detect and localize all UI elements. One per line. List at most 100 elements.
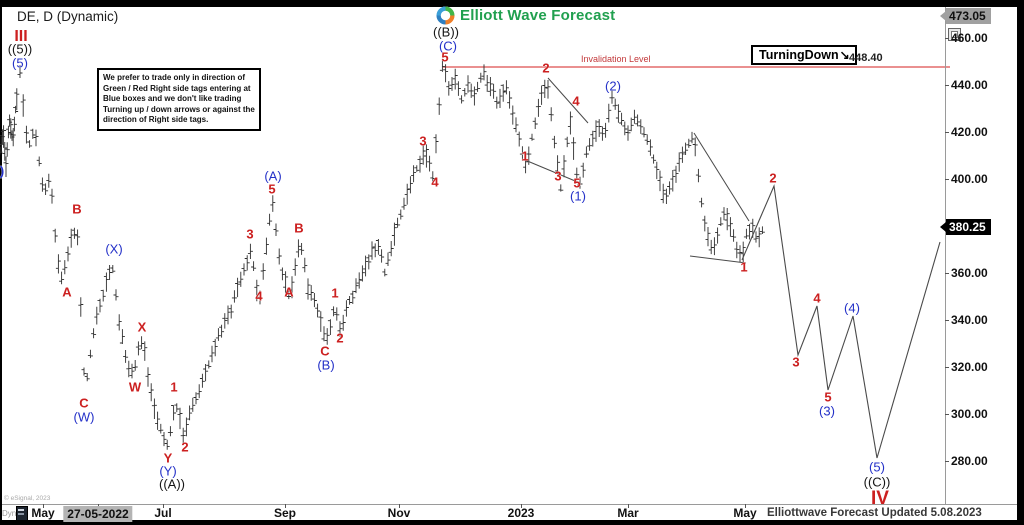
time-tick-label: May xyxy=(733,506,757,520)
wave-label: W xyxy=(129,379,142,394)
wave-label: 5 xyxy=(268,181,275,196)
wave-label: 5 xyxy=(824,389,831,404)
price-tick-mark xyxy=(945,461,949,462)
wave-label: 1 xyxy=(170,379,177,394)
wave-label: 2 xyxy=(181,439,188,454)
tag-arrow-icon xyxy=(940,222,946,232)
turning-down-arrow-icon: ↘ xyxy=(839,48,850,62)
wave-label: ((B)) xyxy=(433,24,459,39)
symbol-title: DE, D (Dynamic) xyxy=(17,9,119,24)
wave-label: C xyxy=(320,343,330,358)
current-price-tag: 380.25 xyxy=(940,219,991,235)
price-tick-mark xyxy=(945,179,949,180)
wave-label: B xyxy=(72,201,81,216)
time-tick-label: 2023 xyxy=(507,506,535,520)
price-tick-mark xyxy=(945,320,949,321)
time-tick-mark xyxy=(285,504,286,508)
wave-label: 3 xyxy=(246,226,253,241)
turning-down-label: TurningDown xyxy=(759,48,839,62)
tag-arrow-icon xyxy=(940,11,946,21)
wave-label: ((C)) xyxy=(864,474,891,489)
time-tick-label: Nov xyxy=(387,506,411,520)
price-tick-mark xyxy=(945,367,949,368)
interval-label: Dyn xyxy=(2,509,17,518)
wave-label: (A) xyxy=(264,168,281,183)
time-axis-divider xyxy=(2,504,1017,505)
invalidation-price: 448.40 xyxy=(849,52,883,64)
wave-label: 4 xyxy=(431,174,439,189)
forecast-path xyxy=(741,183,941,459)
wave-label: (Y) xyxy=(159,463,176,478)
wave-label: ) xyxy=(0,163,4,178)
esignal-watermark: © eSignal, 2023 xyxy=(4,495,51,502)
trendline xyxy=(524,159,581,184)
invalidation-level-label: Invalidation Level xyxy=(581,54,651,64)
price-tick-label: 300.00 xyxy=(951,407,988,421)
price-tick-label: 360.00 xyxy=(951,266,988,280)
elliott-wave-forecast-logo: Elliott Wave Forecast xyxy=(436,6,615,25)
wave-label: (X) xyxy=(105,241,122,256)
wave-label: A xyxy=(62,284,72,299)
time-tick-label: Mar xyxy=(617,506,639,520)
wave-label: (B) xyxy=(317,357,334,372)
price-tick-label: 400.00 xyxy=(951,172,988,186)
wave-label: (1) xyxy=(570,188,586,203)
wave-label: 2 xyxy=(769,170,776,185)
trendline xyxy=(689,255,747,264)
price-tick-mark xyxy=(945,132,949,133)
wave-label: (4) xyxy=(844,300,860,315)
wave-label: 5 xyxy=(441,49,448,64)
price-tick-label: 340.00 xyxy=(951,313,988,327)
trading-note-box: We prefer to trade only in direction of … xyxy=(97,68,261,131)
wave-label: ((5)) xyxy=(8,41,33,56)
time-tick-mark xyxy=(521,504,522,508)
wave-label: C xyxy=(79,395,89,410)
wave-label: ((A)) xyxy=(159,476,185,491)
wave-label: (W) xyxy=(74,409,95,424)
price-tick-label: 440.00 xyxy=(951,78,988,92)
wave-label: (C) xyxy=(439,38,457,53)
wave-label: III xyxy=(14,28,27,45)
wave-label: 4 xyxy=(572,93,580,108)
logo-text: Elliott Wave Forecast xyxy=(460,7,616,24)
price-tick-mark xyxy=(945,273,949,274)
time-tick-mark xyxy=(43,504,44,508)
wave-label: (2) xyxy=(605,78,621,93)
wave-label: 3 xyxy=(792,354,799,369)
wave-label: 5 xyxy=(573,175,580,190)
price-tick-mark xyxy=(945,38,949,39)
wave-label: X xyxy=(138,319,147,334)
wave-label: (5) xyxy=(12,55,28,70)
wave-label: A xyxy=(284,284,294,299)
chart-maximize-icon[interactable] xyxy=(948,28,961,41)
price-tick-mark xyxy=(945,414,949,415)
wave-label: IV xyxy=(871,488,889,509)
selected-date-label: 27-05-2022 xyxy=(63,506,133,522)
wave-label: 2 xyxy=(542,60,549,75)
price-axis-divider xyxy=(945,7,946,504)
time-tick-mark xyxy=(399,504,400,508)
logo-swirl-icon xyxy=(436,6,455,25)
time-tick-label: Jul xyxy=(154,506,172,520)
wave-label: B xyxy=(294,220,303,235)
wave-label: Y xyxy=(164,450,173,465)
wave-label: 1 xyxy=(740,259,747,274)
interval-icon[interactable] xyxy=(16,506,28,521)
price-tick-label: 420.00 xyxy=(951,125,988,139)
time-tick-label: May xyxy=(31,506,55,520)
time-tick-label: Sep xyxy=(273,506,297,520)
wave-label: (5) xyxy=(869,459,885,474)
wave-label: 1 xyxy=(521,148,528,163)
time-tick-mark xyxy=(745,504,746,508)
price-tick-label: 280.00 xyxy=(951,454,988,468)
price-tick-mark xyxy=(945,85,949,86)
wave-label: 2 xyxy=(336,330,343,345)
price-tick-label: 320.00 xyxy=(951,360,988,374)
price-tick-label: 460.00 xyxy=(951,31,988,45)
forecast-updated-note: Elliottwave Forecast Updated 5.08.2023 xyxy=(767,507,982,519)
time-tick-mark xyxy=(163,504,164,508)
high-price-tag: 473.05 xyxy=(940,8,991,24)
wave-label: (3) xyxy=(819,403,835,418)
